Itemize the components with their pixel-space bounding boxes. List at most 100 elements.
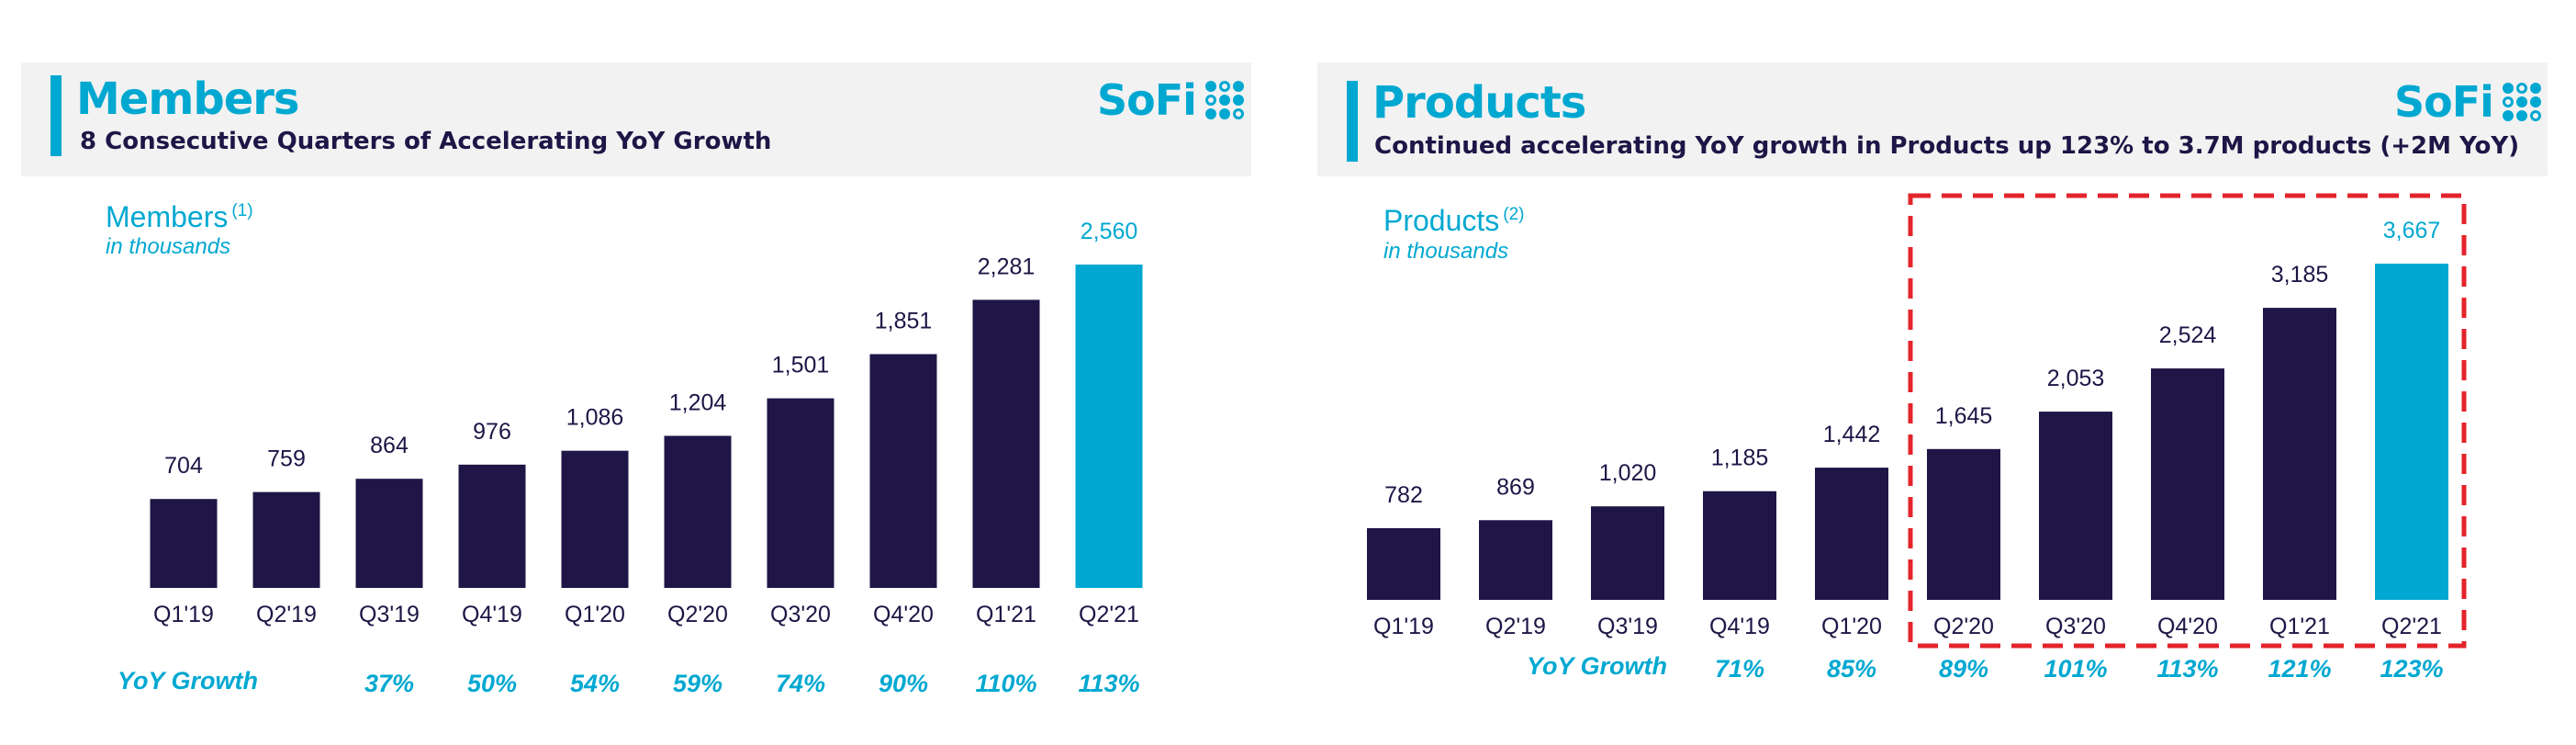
members-bar	[972, 299, 1040, 588]
members-value-label: 2,560	[1081, 219, 1138, 244]
products-highlight-box	[1908, 193, 2467, 649]
members-bar	[767, 398, 834, 588]
members-yoy-label: YoY Growth	[118, 667, 259, 694]
products-category-label: Q4'20	[2157, 614, 2218, 639]
products-yoy-value: 123%	[2380, 655, 2443, 683]
members-bar	[355, 479, 423, 588]
products-footnote-marker: (2)	[1503, 205, 1525, 225]
sofi-logo-dots-icon	[1204, 81, 1244, 119]
products-category-label: Q3'19	[1597, 614, 1658, 639]
products-value-label: 869	[1496, 474, 1535, 500]
products-value-label: 3,185	[2271, 262, 2329, 288]
products-yoy-value: 121%	[2268, 655, 2331, 683]
sofi-logo-text: SoFi	[1097, 75, 1197, 125]
products-category-label: Q3'20	[2045, 614, 2106, 639]
products-category-label: Q2'21	[2381, 614, 2442, 639]
products-bar	[1927, 448, 2000, 600]
members-category-label: Q1'20	[565, 602, 625, 627]
members-value-label: 1,204	[669, 389, 727, 415]
members-yoy-value: 37%	[364, 670, 414, 697]
products-bar	[2151, 368, 2224, 600]
members-bar	[664, 435, 732, 588]
members-bar	[561, 450, 629, 588]
members-category-label: Q3'20	[770, 602, 831, 627]
sofi-logo-text: SoFi	[2394, 77, 2494, 127]
products-value-label: 1,185	[1711, 446, 1769, 471]
sofi-logo: SoFi	[1097, 75, 1244, 125]
members-value-label: 1,851	[875, 308, 933, 333]
products-bar	[1815, 468, 1888, 600]
products-value-label: 782	[1384, 482, 1423, 508]
members-bar	[150, 499, 218, 588]
products-subtitle: Continued accelerating YoY growth in Pro…	[1374, 132, 2520, 160]
members-yoy-value: 110%	[975, 670, 1036, 697]
members-title: Members	[76, 73, 299, 125]
members-bar	[252, 491, 320, 588]
products-category-label: Q1'20	[1821, 614, 1882, 639]
products-bar	[1591, 506, 1664, 600]
members-value-label: 759	[267, 446, 306, 472]
products-bar	[1479, 520, 1552, 600]
members-chart-unit: in thousands	[106, 234, 231, 259]
products-chart-label-text: Products	[1383, 204, 1500, 237]
products-chart-label: Products (2)	[1383, 204, 1525, 238]
members-bar	[1075, 265, 1143, 588]
members-category-label: Q2'21	[1079, 602, 1139, 627]
products-yoy-value: 71%	[1715, 655, 1764, 683]
products-bar	[2263, 308, 2336, 600]
products-chart-unit: in thousands	[1383, 239, 1509, 264]
members-accent-bar	[50, 75, 62, 156]
members-bar	[458, 464, 526, 588]
products-value-label: 1,442	[1823, 422, 1881, 447]
members-value-label: 704	[164, 453, 203, 479]
members-value-label: 864	[370, 433, 409, 458]
members-yoy-value: 54%	[570, 670, 620, 697]
products-category-label: Q2'19	[1485, 614, 1546, 639]
products-yoy-value: 113%	[2156, 655, 2218, 683]
products-category-label: Q1'21	[2269, 614, 2330, 639]
members-chart-label: Members (1)	[106, 200, 253, 234]
members-category-label: Q2'20	[667, 602, 728, 627]
members-footnote-marker: (1)	[231, 201, 253, 221]
products-value-label: 1,645	[1935, 403, 1993, 429]
products-accent-bar	[1347, 81, 1358, 162]
members-category-label: Q1'21	[976, 602, 1036, 627]
members-yoy-value: 59%	[673, 670, 722, 697]
members-bar	[869, 354, 937, 588]
members-category-label: Q3'19	[359, 602, 420, 627]
products-title: Products	[1372, 77, 1586, 129]
members-value-label: 2,281	[978, 254, 1036, 279]
products-value-label: 1,020	[1599, 460, 1657, 486]
members-value-label: 1,086	[566, 405, 624, 431]
products-bar	[2039, 412, 2112, 600]
members-category-label: Q2'19	[256, 602, 317, 627]
sofi-logo: SoFi	[2394, 77, 2541, 127]
products-header-panel	[1317, 62, 2548, 176]
products-yoy-value: 101%	[2044, 655, 2107, 683]
products-value-label: 2,524	[2159, 322, 2217, 348]
members-category-label: Q4'19	[462, 602, 522, 627]
members-subtitle: 8 Consecutive Quarters of Accelerating Y…	[80, 128, 772, 155]
products-yoy-value: 85%	[1827, 655, 1876, 683]
sofi-logo-dots-icon	[2502, 83, 2541, 121]
members-yoy-value: 50%	[467, 670, 517, 697]
products-category-label: Q2'20	[1933, 614, 1994, 639]
products-bar	[1367, 527, 1440, 600]
products-category-label: Q4'19	[1709, 614, 1770, 639]
members-value-label: 1,501	[772, 353, 830, 378]
products-yoy-value: 89%	[1939, 655, 1988, 683]
members-value-label: 976	[473, 419, 511, 445]
products-bar	[1703, 491, 1776, 600]
members-yoy-value: 74%	[776, 670, 825, 697]
members-header-panel	[21, 62, 1251, 176]
products-value-label: 3,667	[2383, 218, 2441, 243]
members-category-label: Q4'20	[873, 602, 934, 627]
members-category-label: Q1'19	[153, 602, 214, 627]
products-yoy-label: YoY Growth	[1527, 652, 1668, 680]
members-yoy-value: 113%	[1078, 670, 1139, 697]
products-category-label: Q1'19	[1373, 614, 1434, 639]
products-value-label: 2,053	[2047, 366, 2105, 391]
products-bar	[2375, 264, 2448, 600]
members-chart-label-text: Members	[106, 200, 229, 233]
